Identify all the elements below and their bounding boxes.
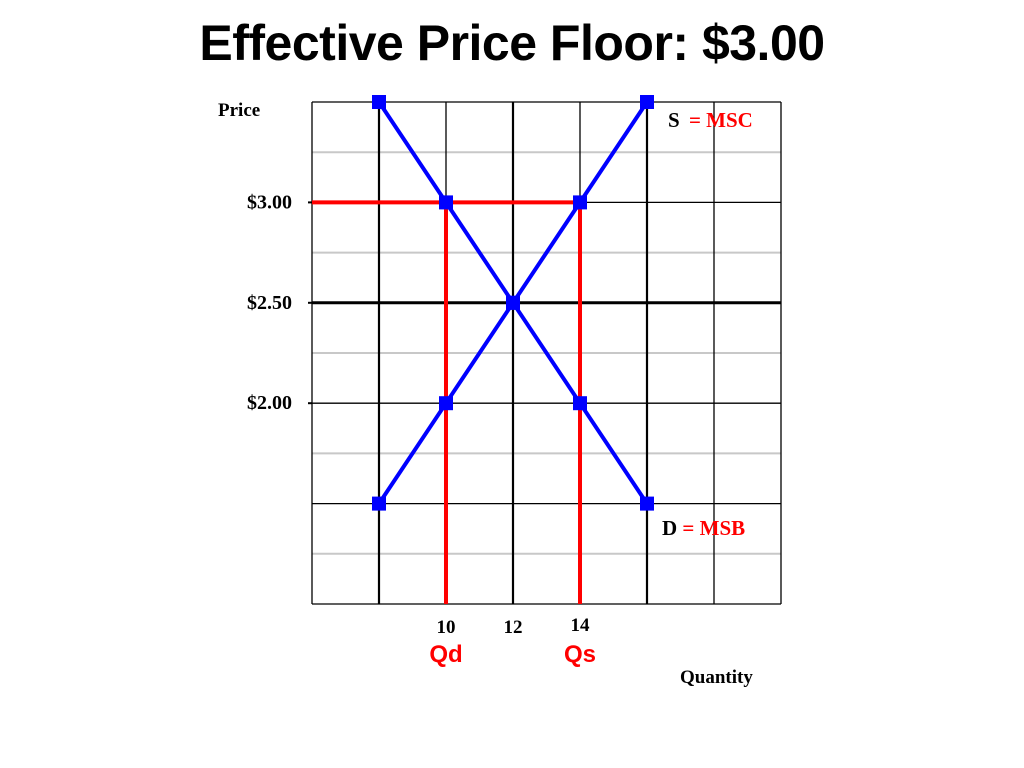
supply-point <box>640 95 654 109</box>
supply-name: S <box>668 108 680 132</box>
labels: Price Quantity S = MSC D = MSB $3.00 $2.5… <box>218 100 753 688</box>
supply-point <box>439 396 453 411</box>
x-tick-label: 12 <box>504 617 523 638</box>
demand-label: D = MSB <box>662 516 745 540</box>
demand-suffix: = MSB <box>682 516 745 540</box>
demand-point <box>372 95 386 109</box>
y-tick-label: $2.00 <box>247 392 292 414</box>
demand-name: D <box>662 516 677 540</box>
demand-point <box>640 496 654 511</box>
y-tick-label: $3.00 <box>247 191 292 213</box>
demand-point <box>439 195 453 210</box>
supply-label: S = MSC <box>668 108 753 132</box>
demand-point <box>573 396 587 411</box>
y-tick-label: $2.50 <box>247 292 292 314</box>
supply-suffix: = MSC <box>689 108 753 132</box>
quantity-label-qd: Qd <box>429 641 462 668</box>
supply-point <box>573 195 587 210</box>
x-tick-label: 14 <box>571 615 591 636</box>
curves <box>372 95 654 511</box>
supply-point <box>372 496 386 511</box>
y-axis-label: Price <box>218 100 260 121</box>
slide-title: Effective Price Floor: $3.00 <box>199 15 825 71</box>
x-axis-label: Quantity <box>680 667 753 688</box>
quantity-label-qs: Qs <box>564 641 596 668</box>
demand-point <box>506 295 520 310</box>
x-tick-label: 10 <box>437 617 456 638</box>
